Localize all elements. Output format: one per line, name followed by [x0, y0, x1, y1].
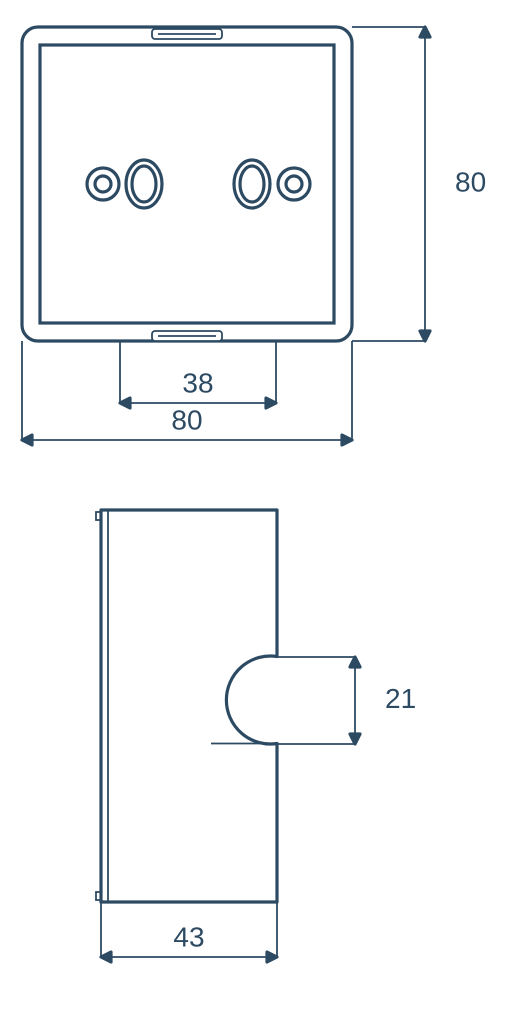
- svg-text:80: 80: [455, 166, 486, 197]
- svg-text:38: 38: [182, 367, 213, 398]
- svg-text:43: 43: [173, 921, 204, 952]
- svg-text:21: 21: [385, 683, 416, 714]
- svg-text:80: 80: [171, 404, 202, 435]
